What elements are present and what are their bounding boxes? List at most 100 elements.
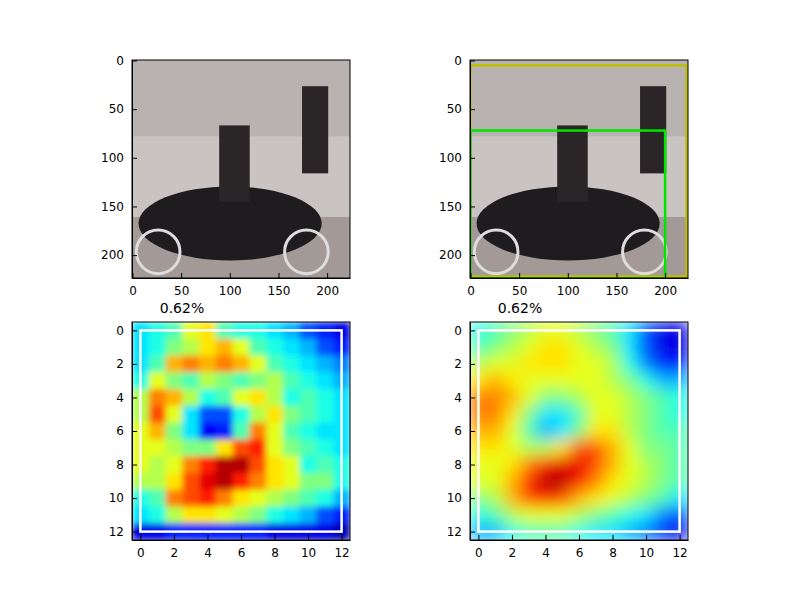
heatmap-cell xyxy=(182,423,199,440)
heatmap-cell xyxy=(604,473,621,490)
heatmap-cell xyxy=(621,406,638,423)
heatmap-cell xyxy=(504,439,521,456)
y-tick-mark xyxy=(470,532,475,533)
heatmap-cell xyxy=(554,372,571,389)
panel: 050100150200050100150200 xyxy=(101,54,350,298)
photo-wheel xyxy=(136,230,180,274)
heatmap-cells xyxy=(470,322,688,540)
photo-person xyxy=(219,125,250,201)
heatmap-cell xyxy=(233,473,250,490)
x-tick: 50 xyxy=(174,273,189,298)
panel-title: 0.62% xyxy=(160,300,204,316)
x-tick-label: 12 xyxy=(334,546,349,560)
heatmap-cell xyxy=(587,490,604,507)
y-tick-label: 0 xyxy=(116,54,124,68)
heatmap-cell xyxy=(149,356,166,373)
panel: 050100150200050100150200 xyxy=(439,54,688,298)
heatmap-cell xyxy=(166,356,183,373)
heatmap-cell xyxy=(266,490,283,507)
heatmap-cell xyxy=(233,439,250,456)
photo xyxy=(470,60,688,278)
heatmap-cell xyxy=(182,356,199,373)
x-tick-label: 2 xyxy=(171,546,179,560)
y-axis: 050100150200 xyxy=(101,54,137,279)
axes-frame xyxy=(132,60,350,278)
heatmap-cell xyxy=(300,506,317,523)
heatmap-cell xyxy=(571,372,588,389)
heatmap-cell xyxy=(300,389,317,406)
heatmap-cell xyxy=(621,456,638,473)
heatmap-cell xyxy=(487,372,504,389)
x-tick-label: 100 xyxy=(557,284,580,298)
y-tick-label: 6 xyxy=(454,424,462,438)
y-tick-label: 8 xyxy=(116,458,124,472)
y-tick-mark xyxy=(470,109,475,110)
heatmap-cell xyxy=(554,506,571,523)
y-tick-label: 50 xyxy=(447,102,462,116)
x-tick-label: 100 xyxy=(219,284,242,298)
heatmap-cell xyxy=(216,439,233,456)
heatmap-cell xyxy=(537,506,554,523)
heatmap-cell xyxy=(166,423,183,440)
heatmap-cell xyxy=(249,490,266,507)
y-tick: 2 xyxy=(454,357,475,371)
x-tick-label: 6 xyxy=(576,546,584,560)
heatmap-cell xyxy=(166,490,183,507)
heatmap-cell xyxy=(587,389,604,406)
heatmap-cell xyxy=(300,439,317,456)
heatmap-cell xyxy=(487,423,504,440)
heatmap-cell xyxy=(266,356,283,373)
heatmap-cell xyxy=(621,506,638,523)
y-tick-label: 150 xyxy=(439,200,462,214)
heatmap-cell xyxy=(487,406,504,423)
y-tick-mark xyxy=(132,206,137,207)
y-tick-mark xyxy=(470,255,475,256)
y-axis-line xyxy=(470,61,471,279)
x-tick: 8 xyxy=(271,535,279,560)
heatmap-cell xyxy=(487,473,504,490)
heatmap-cell xyxy=(604,406,621,423)
heatmap-cell xyxy=(654,490,671,507)
heatmap-cell xyxy=(537,473,554,490)
heatmap-cell xyxy=(199,339,216,356)
heatmap-cell xyxy=(520,439,537,456)
y-tick: 12 xyxy=(447,525,475,539)
y-tick-label: 2 xyxy=(116,357,124,371)
heatmap-cell xyxy=(182,339,199,356)
heatmap-cell xyxy=(504,506,521,523)
heatmap-cell xyxy=(504,473,521,490)
heatmap-cell xyxy=(266,423,283,440)
y-tick: 150 xyxy=(101,200,137,214)
heatmap-cell xyxy=(233,356,250,373)
heatmap-cell xyxy=(266,439,283,456)
plot-area xyxy=(132,60,350,278)
heatmap-cell xyxy=(316,389,333,406)
y-tick: 8 xyxy=(454,458,475,472)
x-tick-label: 0 xyxy=(129,284,137,298)
heatmap-cell xyxy=(638,389,655,406)
bounding-box xyxy=(478,330,679,531)
y-tick-label: 0 xyxy=(454,324,462,338)
heatmap-cells xyxy=(132,322,350,540)
y-tick-label: 0 xyxy=(454,54,462,68)
y-tick-label: 50 xyxy=(109,102,124,116)
y-tick: 50 xyxy=(447,102,475,116)
heatmap-cell xyxy=(571,423,588,440)
heatmap-cell xyxy=(654,473,671,490)
x-tick-mark xyxy=(327,273,328,278)
heatmap-cell xyxy=(504,372,521,389)
plot-area xyxy=(470,60,688,278)
heatmap-cell xyxy=(638,439,655,456)
bounding-box xyxy=(140,330,341,531)
heatmap-cell xyxy=(316,423,333,440)
photo-person xyxy=(302,86,328,173)
heatmap-cell xyxy=(604,490,621,507)
plot-area xyxy=(470,322,688,540)
x-tick: 2 xyxy=(509,535,517,560)
y-tick-mark xyxy=(470,364,475,365)
y-tick: 50 xyxy=(109,102,137,116)
y-tick-label: 100 xyxy=(101,151,124,165)
heatmap-cell xyxy=(587,339,604,356)
y-tick-label: 4 xyxy=(116,391,124,405)
heatmap-cell xyxy=(487,456,504,473)
